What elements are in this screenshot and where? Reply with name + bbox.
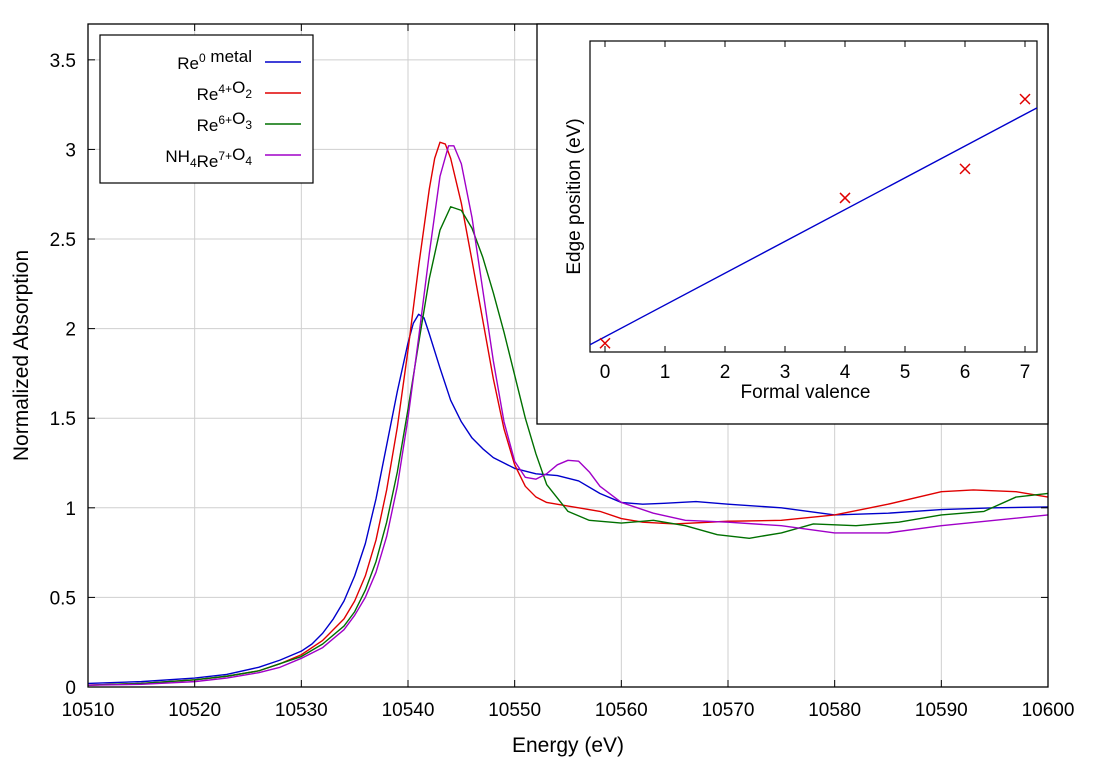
y-tick-label: 1.5 bbox=[50, 409, 76, 430]
series-line-2 bbox=[87, 206, 1049, 686]
inset-y-axis-label: Edge position (eV) bbox=[564, 118, 585, 274]
legend-label-0: Re0 metal bbox=[177, 47, 252, 73]
y-tick-label: 2.5 bbox=[50, 230, 76, 251]
x-tick-label: 10530 bbox=[275, 700, 328, 721]
x-tick-label: 10600 bbox=[1022, 700, 1075, 721]
inset-x-tick-label: 6 bbox=[960, 362, 971, 383]
x-tick-label: 10580 bbox=[808, 700, 861, 721]
y-axis-label: Normalized Absorption bbox=[10, 250, 33, 461]
inset-point-1 bbox=[839, 192, 851, 204]
inset-x-tick-label: 7 bbox=[1020, 362, 1031, 383]
series-line-1 bbox=[87, 141, 1049, 686]
inset-point-stroke bbox=[839, 192, 851, 204]
legend: Re0 metal Re4+O2 Re6+O3 NH4Re7+O4 bbox=[99, 34, 314, 184]
x-tick-label: 10590 bbox=[915, 700, 968, 721]
y-tick-label: 0.5 bbox=[50, 588, 76, 609]
x-tick-label: 10510 bbox=[62, 700, 115, 721]
inset-x-tick-label: 1 bbox=[660, 362, 671, 383]
y-tick-label: 3.5 bbox=[50, 51, 76, 72]
inset-point-stroke bbox=[599, 337, 611, 349]
inset-point-2 bbox=[959, 163, 971, 175]
inset-point-stroke bbox=[959, 163, 971, 175]
legend-label-3: NH4Re7+O4 bbox=[165, 145, 252, 171]
inset-plot-frame bbox=[589, 40, 1038, 353]
x-tick-label: 10550 bbox=[488, 700, 541, 721]
inset-point-stroke bbox=[1019, 93, 1031, 105]
y-tick-label: 3 bbox=[65, 140, 76, 161]
main-ticks: 10510 10520 10530 10540 10550 10560 10570 10580… bbox=[50, 24, 1075, 721]
inset-x-axis-label: Formal valence bbox=[741, 382, 871, 403]
x-tick-label: 10570 bbox=[702, 700, 755, 721]
x-tick-label: 10560 bbox=[595, 700, 648, 721]
inset-x-tick-label: 3 bbox=[780, 362, 791, 383]
inset-x-tick-label: 0 bbox=[600, 362, 611, 383]
legend-box bbox=[99, 34, 314, 184]
inset-x-tick-label: 5 bbox=[900, 362, 911, 383]
inset-point-3 bbox=[1019, 93, 1031, 105]
series-line-3 bbox=[87, 145, 1049, 686]
inset-x-tick-label: 4 bbox=[840, 362, 851, 383]
x-tick-label: 10540 bbox=[382, 700, 435, 721]
legend-label-2: Re6+O3 bbox=[197, 109, 253, 135]
x-tick-label: 10520 bbox=[168, 700, 221, 721]
legend-label-1: Re4+O2 bbox=[197, 78, 253, 104]
inset-point-0 bbox=[599, 337, 611, 349]
x-axis-label: Energy (eV) bbox=[512, 734, 624, 757]
y-tick-label: 1 bbox=[65, 499, 76, 520]
y-tick-label: 0 bbox=[65, 678, 76, 699]
inset-panel bbox=[536, 23, 1049, 425]
inset-fit-line bbox=[589, 107, 1038, 346]
series-line-0 bbox=[87, 313, 1049, 685]
inset-ticks: 0 1 2 3 4 5 6 7 bbox=[600, 41, 1031, 383]
y-tick-label: 2 bbox=[65, 320, 76, 341]
inset-x-tick-label: 2 bbox=[720, 362, 731, 383]
